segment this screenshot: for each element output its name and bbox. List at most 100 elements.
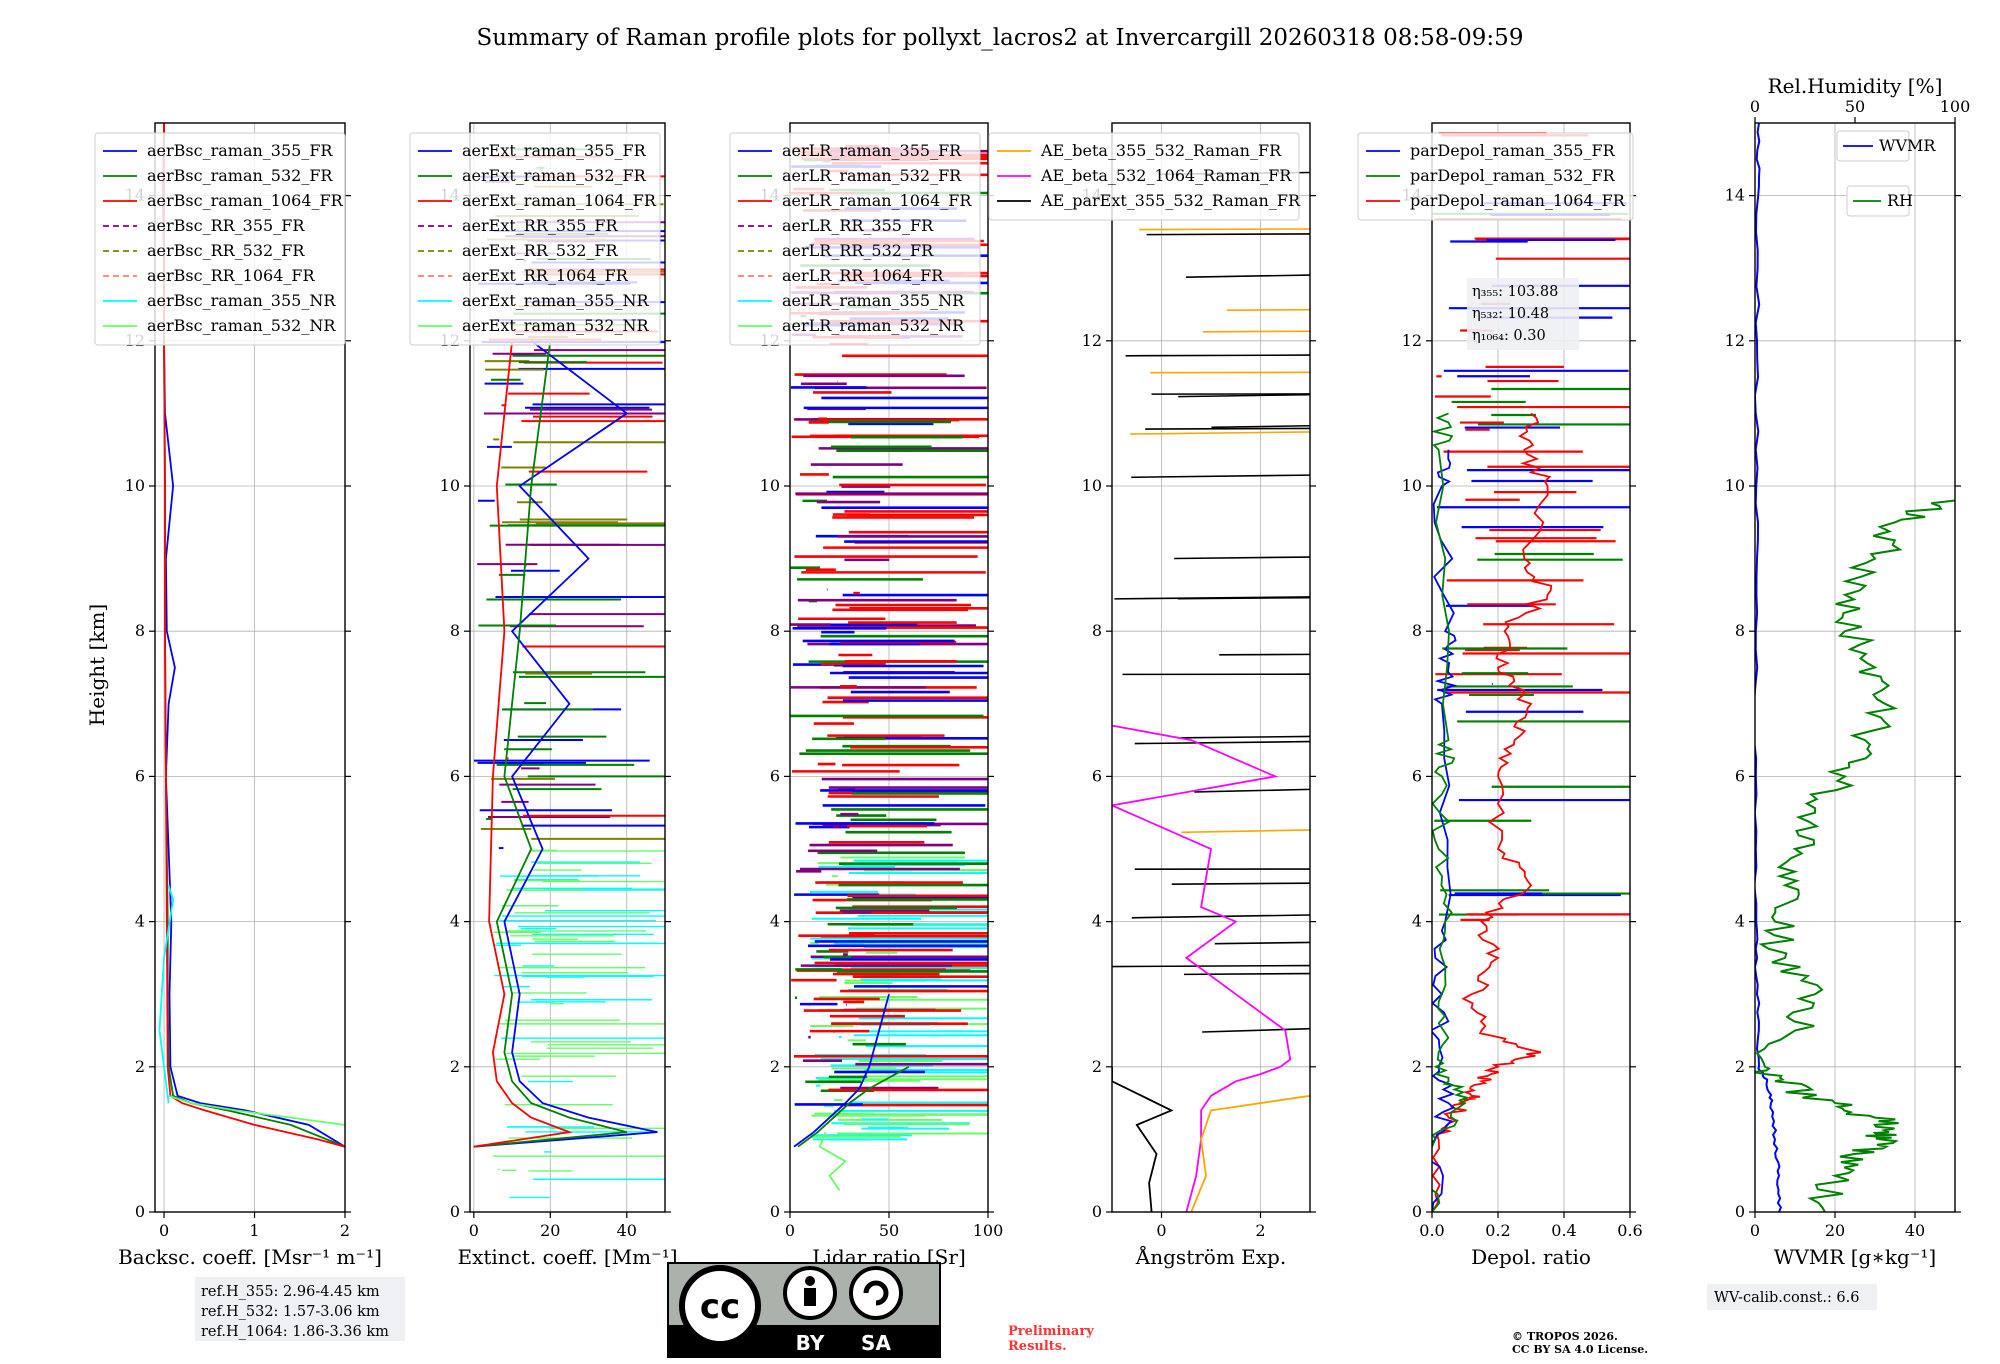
x-axis-label: Extinct. coeff. [Mm⁻¹] <box>457 1245 677 1269</box>
x-tick-label: 0 <box>785 1221 795 1240</box>
x-tick-label: 20 <box>540 1221 560 1240</box>
sa-share-icon <box>851 1268 901 1318</box>
y-tick-label: 6 <box>1092 766 1102 785</box>
y-tick-label: 6 <box>135 766 145 785</box>
y-tick-label: 4 <box>1412 912 1422 931</box>
legend-entry: aerLR_raman_355_FR <box>782 141 962 160</box>
annotation-text: η₁₀₆₄: 0.30 <box>1472 328 1546 344</box>
ref-height-1064: ref.H_1064: 1.86-3.36 km <box>201 1324 389 1340</box>
legend-entry: aerLR_RR_355_FR <box>782 216 934 235</box>
top-tick-label: 0 <box>1750 97 1760 116</box>
ref-height-532: ref.H_532: 1.57-3.06 km <box>201 1304 380 1320</box>
top-axis-label: Rel.Humidity [%] <box>1768 74 1943 98</box>
x-tick-label: 0.6 <box>1617 1221 1642 1240</box>
x-axis-label: Depol. ratio <box>1471 1245 1591 1269</box>
legend-entry: aerLR_raman_532_FR <box>782 166 962 185</box>
preliminary-text-2: Results. <box>1008 1339 1067 1354</box>
legend-entry: aerLR_raman_532_NR <box>782 316 965 335</box>
legend-entry: aerExt_raman_355_NR <box>462 291 650 310</box>
y-tick-label: 8 <box>770 621 780 640</box>
ae-stroke <box>1219 654 1320 655</box>
legend-entry: aerBsc_raman_355_NR <box>147 291 336 310</box>
legend-entry: AE_beta_355_532_Raman_FR <box>1040 141 1282 160</box>
legend-box <box>95 133 345 345</box>
y-tick-label: 0 <box>450 1202 460 1221</box>
legend-entry: RH <box>1887 191 1913 210</box>
x-axis-label: Backsc. coeff. [Msr⁻¹ m⁻¹] <box>118 1245 382 1269</box>
y-tick-label: 0 <box>1412 1202 1422 1221</box>
y-axis-label: Height [km] <box>85 604 109 726</box>
legend-entry: parDepol_raman_1064_FR <box>1410 191 1626 210</box>
ae-stroke <box>1172 883 1320 884</box>
legend-entry: aerExt_raman_532_NR <box>462 316 650 335</box>
x-tick-label: 0.0 <box>1419 1221 1444 1240</box>
top-tick-label: 100 <box>1940 97 1971 116</box>
y-tick-label: 6 <box>1735 766 1745 785</box>
x-tick-label: 0 <box>159 1221 169 1240</box>
legend-entry: WVMR <box>1879 136 1936 155</box>
legend-entry: aerLR_RR_1064_FR <box>782 266 944 285</box>
by-person-body <box>804 1288 816 1306</box>
y-tick-label: 10 <box>1402 476 1422 495</box>
x-tick-label: 0 <box>469 1221 479 1240</box>
y-tick-label: 8 <box>135 621 145 640</box>
x-tick-label: 0 <box>1750 1221 1760 1240</box>
ae-stroke <box>1227 310 1320 311</box>
legend-entry: aerExt_RR_532_FR <box>462 241 619 260</box>
y-tick-label: 6 <box>770 766 780 785</box>
by-label: BY <box>796 1331 825 1355</box>
y-tick-label: 2 <box>1735 1057 1745 1076</box>
y-tick-label: 6 <box>1412 766 1422 785</box>
copyright-line-2: CC BY SA 4.0 License. <box>1512 1343 1648 1356</box>
legend-box <box>410 133 660 345</box>
x-tick-label: 0 <box>1156 1221 1166 1240</box>
y-tick-label: 2 <box>135 1057 145 1076</box>
y-tick-label: 10 <box>125 476 145 495</box>
y-tick-label: 10 <box>1082 476 1102 495</box>
legend-box <box>730 133 980 345</box>
y-tick-label: 4 <box>770 912 780 931</box>
y-tick-label: 0 <box>770 1202 780 1221</box>
legend-entry: aerBsc_RR_355_FR <box>147 216 305 235</box>
legend-entry: aerExt_raman_355_FR <box>462 141 647 160</box>
wv-calib-box: WV-calib.const.: 6.6 <box>1707 1284 1877 1310</box>
ae-stroke <box>1184 974 1320 975</box>
legend-entry: aerExt_RR_1064_FR <box>462 266 629 285</box>
legend-entry: aerBsc_RR_1064_FR <box>147 266 316 285</box>
y-tick-label: 8 <box>1412 621 1422 640</box>
x-tick-label: 20 <box>1825 1221 1845 1240</box>
ref-height-box: ref.H_355: 2.96-4.45 km ref.H_532: 1.57-… <box>195 1277 405 1341</box>
y-tick-label: 10 <box>1725 476 1745 495</box>
x-tick-label: 40 <box>1905 1221 1925 1240</box>
ae-stroke <box>1139 229 1320 230</box>
x-tick-label: 1 <box>249 1221 259 1240</box>
legend-entry: aerBsc_RR_532_FR <box>147 241 305 260</box>
legend-entry: aerLR_raman_355_NR <box>782 291 965 310</box>
legend-entry: aerBsc_raman_1064_FR <box>147 191 344 210</box>
legend-entry: aerExt_raman_532_FR <box>462 166 647 185</box>
legend-entry: aerExt_RR_355_FR <box>462 216 619 235</box>
y-tick-label: 4 <box>135 912 145 931</box>
legend-entry: aerBsc_raman_355_FR <box>147 141 333 160</box>
x-tick-label: 0.4 <box>1551 1221 1576 1240</box>
ref-height-355: ref.H_355: 2.96-4.45 km <box>201 1284 380 1300</box>
x-tick-label: 2 <box>1255 1221 1265 1240</box>
legend-entry: aerExt_raman_1064_FR <box>462 191 657 210</box>
preliminary-text-1: Preliminary <box>1008 1324 1094 1339</box>
y-tick-label: 12 <box>1402 331 1422 350</box>
cc-by-sa-badge: cc BY SA <box>668 1263 940 1357</box>
y-tick-label: 2 <box>1412 1057 1422 1076</box>
y-tick-label: 0 <box>1735 1202 1745 1221</box>
ae-stroke <box>1147 234 1320 235</box>
x-tick-label: 40 <box>617 1221 637 1240</box>
x-axis-label: WVMR [g∗kg⁻¹] <box>1774 1245 1936 1269</box>
y-tick-label: 0 <box>1092 1202 1102 1221</box>
y-tick-label: 12 <box>1082 331 1102 350</box>
ae-stroke <box>1145 428 1320 429</box>
y-tick-label: 12 <box>1725 331 1745 350</box>
x-tick-label: 0.2 <box>1485 1221 1510 1240</box>
copyright-line-1: © TROPOS 2026. <box>1512 1330 1618 1343</box>
y-tick-label: 10 <box>440 476 460 495</box>
ae-stroke <box>1126 355 1320 356</box>
